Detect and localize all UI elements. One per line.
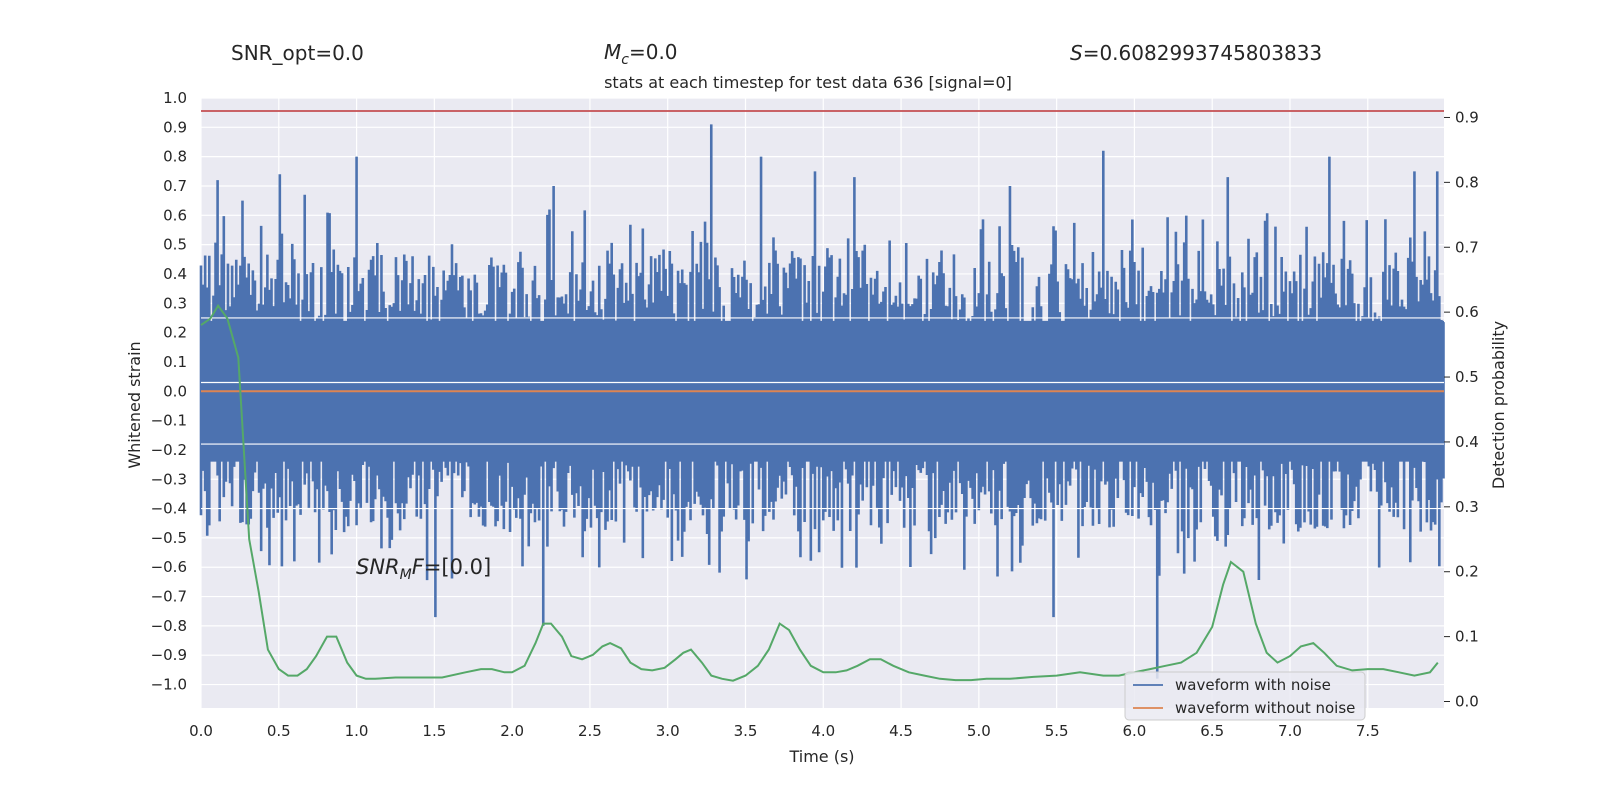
left-tick-label: −1.0 [151,676,187,694]
legend-box [1124,671,1366,721]
left-tick-label: −0.5 [151,529,187,547]
left-tick-label: 0.7 [163,177,187,195]
snr-mf-value: =[0.0] [424,555,491,579]
right-axis-label: Detection probability [1489,321,1508,489]
left-tick-label: 0.8 [163,148,187,166]
left-tick-label: 0.9 [163,118,187,136]
snr-mf-subscript: M [400,567,412,583]
right-tick-label: 0.4 [1455,433,1479,451]
left-tick-label: −0.4 [151,500,187,518]
right-tick-label: 0.2 [1455,563,1479,581]
snr-mf-annotation: SNRMF=[0.0] [356,555,491,583]
chirp-mass-symbol: M [604,40,621,64]
x-tick-label: 1.5 [422,722,446,740]
left-tick-label: 0.5 [163,236,187,254]
x-tick-label: 7.0 [1278,722,1302,740]
score-label: S=0.6082993745803833 [1070,41,1322,65]
left-tick-label: −0.3 [151,470,187,488]
x-tick-label: 0.5 [267,722,291,740]
left-tick-label: 1.0 [163,89,187,107]
snr-mf-symbol-f: F [412,555,425,579]
x-tick-label: 2.5 [578,722,602,740]
left-axis-label: Whitened strain [125,341,144,468]
x-tick-label: 4.5 [889,722,913,740]
x-tick-label: 6.0 [1122,722,1146,740]
x-tick-label: 5.5 [1045,722,1069,740]
right-tick-label: 0.9 [1455,108,1479,126]
x-tick-label: 7.5 [1356,722,1380,740]
x-axis-label: Time (s) [788,747,854,766]
x-tick-label: 0.0 [189,722,213,740]
left-tick-label: 0.1 [163,353,187,371]
left-tick-label: 0.3 [163,294,187,312]
right-tick-label: 0.1 [1455,628,1479,646]
x-tick-label: 2.0 [500,722,524,740]
legend-label-clean: waveform without noise [1175,699,1355,717]
x-tick-label: 6.5 [1200,722,1224,740]
left-tick-label: 0.4 [163,265,187,283]
left-tick-label: −0.7 [151,588,187,606]
snr-mf-symbol: SNR [356,555,400,579]
left-tick-label: 0.2 [163,324,187,342]
x-tick-label: 5.0 [967,722,991,740]
snr-opt-label: SNR_opt=0.0 [231,41,364,65]
left-tick-label: −0.2 [151,441,187,459]
right-tick-label: 0.3 [1455,498,1479,516]
x-tick-label: 4.0 [811,722,835,740]
legend-label-noise: waveform with noise [1175,676,1331,694]
left-axis-ticks: 1.0 0.9 0.8 0.7 0.6 0.5 0.4 0.3 0.2 0.1 0.0 −0.1 −0.… [151,89,187,694]
chirp-mass-label: Mc=0.0 [604,40,678,68]
x-tick-label: 1.0 [345,722,369,740]
series-detection-probability [200,303,1439,682]
score-value: =0.6082993745803833 [1083,41,1322,65]
left-tick-label: 0.6 [163,206,187,224]
left-tick-label: −0.6 [151,558,187,576]
right-tick-label: 0.5 [1455,368,1479,386]
chart-title: stats at each timestep for test data 636… [604,73,1012,92]
legend: waveform with noise waveform without noi… [1124,671,1366,721]
x-tick-label: 3.5 [734,722,758,740]
chirp-mass-subscript: c [621,52,629,68]
left-tick-label: −0.8 [151,617,187,635]
chirp-mass-value: =0.0 [629,40,678,64]
right-tick-label: 0.8 [1455,173,1479,191]
right-axis-ticks: 0.9 0.8 0.7 0.6 0.5 0.4 0.3 0.2 0.1 0.0 [1444,108,1479,711]
left-tick-label: 0.0 [163,382,187,400]
score-symbol: S [1070,41,1083,65]
right-tick-label: 0.0 [1455,693,1479,711]
right-tick-label: 0.6 [1455,303,1479,321]
x-axis-ticks: 0.0 0.5 1.0 1.5 2.0 2.5 3.0 3.5 4.0 4.5 5.0 5.5 6.0 6… [189,722,1380,740]
left-tick-label: −0.9 [151,646,187,664]
left-tick-label: −0.1 [151,412,187,430]
right-tick-label: 0.7 [1455,238,1479,256]
x-tick-label: 3.0 [656,722,680,740]
